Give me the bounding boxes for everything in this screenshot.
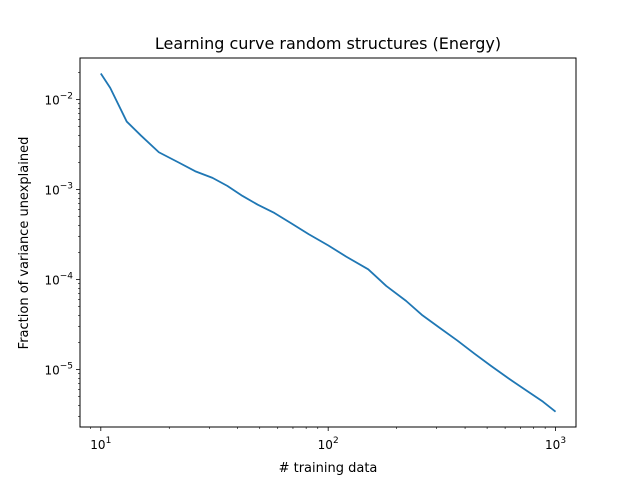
y-tick-label: 10−4 — [44, 272, 73, 288]
y-tick-label-base: 10 — [44, 184, 59, 198]
x-axis-label: # training data — [279, 461, 378, 476]
x-axis-ticks: 101 102 103 — [90, 427, 566, 452]
x-tick-label-base: 10 — [90, 438, 105, 452]
y-tick-label-base: 10 — [44, 94, 59, 108]
chart-title: Learning curve random structures (Energy… — [155, 34, 501, 53]
x-tick-label-base: 10 — [318, 438, 333, 452]
plot-frame — [79, 57, 577, 428]
series-line — [100, 73, 557, 413]
y-tick-label: 10−2 — [44, 92, 73, 108]
y-axis-ticks: 10−510−410−310−2 — [44, 72, 80, 417]
y-tick-label-exponent: −5 — [60, 362, 73, 372]
x-tick-label-exponent: 3 — [560, 436, 566, 446]
x-tick-label: 103 — [545, 436, 566, 452]
y-axis-label: Fraction of variance unexplained — [17, 137, 32, 350]
x-tick-label-base: 10 — [545, 438, 560, 452]
y-tick-label-exponent: −4 — [60, 272, 74, 282]
y-tick-label: 10−5 — [44, 362, 73, 378]
x-tick-label-exponent: 2 — [333, 436, 339, 446]
x-tick-label: 101 — [90, 436, 111, 452]
x-tick-label-exponent: 1 — [106, 436, 112, 446]
y-tick-label: 10−3 — [44, 182, 73, 198]
y-tick-label-exponent: −3 — [60, 182, 73, 192]
x-tick-label: 102 — [318, 436, 339, 452]
y-tick-label-base: 10 — [44, 364, 59, 378]
plot-area — [100, 73, 557, 413]
y-tick-label-exponent: −2 — [60, 92, 73, 102]
y-tick-label-base: 10 — [44, 274, 59, 288]
